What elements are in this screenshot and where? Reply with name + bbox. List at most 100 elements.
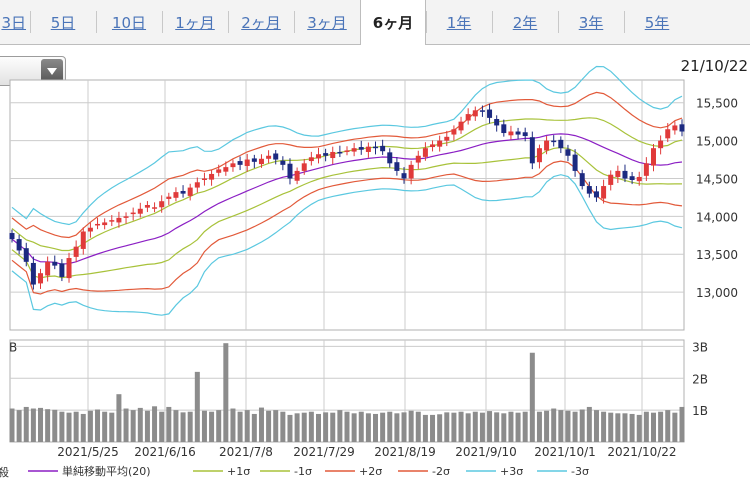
volume-tick-label: 2B	[692, 372, 708, 386]
volume-bar	[358, 411, 364, 442]
tab-1-month[interactable]: 1ヶ月	[162, 0, 228, 44]
volume-bar	[244, 410, 250, 442]
volume-bar	[487, 411, 493, 442]
candle-body	[579, 173, 585, 187]
candle-body	[273, 153, 279, 160]
volume-bar	[273, 410, 279, 442]
volume-bar	[629, 413, 635, 442]
volume-bar	[344, 411, 350, 442]
candle-body	[194, 182, 200, 188]
x-tick-label: 2021/6/16	[134, 445, 196, 459]
volume-bar	[16, 410, 22, 442]
candle-body	[430, 144, 436, 148]
volume-bar	[216, 410, 222, 442]
volume-bar	[9, 408, 15, 442]
volume-bar	[437, 414, 443, 442]
volume-bar	[95, 409, 101, 442]
candle-body	[337, 151, 343, 154]
volume-bar	[66, 412, 72, 442]
volume-bar	[650, 412, 656, 442]
tab-2-years[interactable]: 2年	[492, 0, 558, 44]
candle-body	[201, 178, 207, 180]
volume-bar	[551, 408, 557, 442]
volume-bar	[458, 411, 464, 442]
candle-body	[216, 169, 222, 173]
legend-label: -1σ	[294, 465, 312, 478]
candle-body	[230, 163, 236, 168]
volume-bar	[266, 410, 272, 442]
candle-body	[373, 146, 379, 149]
candle-body	[487, 109, 493, 118]
candle-body	[80, 231, 86, 249]
volume-bar	[194, 371, 200, 442]
candle-body	[102, 222, 108, 226]
volume-bar	[586, 406, 592, 442]
x-tick-label: 2021/7/29	[293, 445, 355, 459]
candle-body	[536, 148, 542, 163]
tab-5-years[interactable]: 5年	[624, 0, 690, 44]
volume-bar	[230, 408, 236, 442]
volume-bar	[479, 412, 485, 442]
volume-bar	[536, 411, 542, 442]
candle-body	[130, 212, 136, 215]
volume-bar	[501, 413, 507, 442]
price-plot-area	[9, 79, 685, 331]
candle-body	[187, 187, 193, 196]
tab-1-year[interactable]: 1年	[426, 0, 492, 44]
candle-body	[166, 196, 172, 199]
volume-bar	[308, 411, 314, 442]
candle-body	[608, 174, 614, 185]
tab-3-months[interactable]: 3ヶ月	[294, 0, 360, 44]
y-tick-label: 14,000	[696, 210, 738, 224]
tab-5-days[interactable]: 5日	[30, 0, 96, 44]
legend-label: +2σ	[359, 465, 382, 478]
candle-body	[451, 129, 457, 135]
volume-bar	[558, 410, 564, 442]
candle-body	[522, 132, 528, 137]
volume-bar	[643, 411, 649, 442]
tab-3-years[interactable]: 3年	[558, 0, 624, 44]
volume-bar	[201, 410, 207, 442]
volume-bar	[408, 410, 414, 442]
candle-body	[152, 207, 158, 209]
tab-2-months[interactable]: 2ヶ月	[228, 0, 294, 44]
candle-body	[351, 148, 357, 152]
volume-bar	[494, 412, 500, 442]
volume-bar	[280, 411, 286, 442]
candle-body	[558, 139, 564, 149]
candle-body	[116, 217, 122, 223]
candle-body	[45, 261, 51, 276]
volume-bar	[180, 412, 186, 442]
volume-bar	[73, 411, 79, 442]
volume-bar	[159, 411, 165, 442]
volume-bar	[679, 406, 685, 442]
volume-bar	[672, 412, 678, 442]
volume-bar	[173, 410, 179, 442]
candle-body	[643, 163, 649, 176]
candle-body	[209, 173, 215, 180]
legend-label: +1σ	[227, 465, 250, 478]
band-plus-2-sigma	[11, 91, 683, 239]
candle-body	[401, 173, 407, 179]
volume-bar	[130, 410, 136, 442]
x-tick-label: 2021/5/25	[57, 445, 119, 459]
candle-body	[529, 137, 535, 164]
volume-bar	[258, 407, 264, 442]
candle-body	[251, 158, 257, 162]
y-tick-label: 13,500	[696, 248, 738, 262]
x-tick-label: 2021/8/19	[374, 445, 436, 459]
volume-bar	[301, 412, 307, 442]
legend-label: -3σ	[571, 465, 589, 478]
candle-body	[465, 114, 471, 121]
tab-3-days[interactable]: 3日	[1, 13, 26, 32]
tab-6-months[interactable]: 6ヶ月	[360, 0, 426, 45]
y-tick-label: 13,000	[696, 286, 738, 300]
volume-bar	[45, 409, 51, 442]
candle-body	[665, 129, 671, 139]
tab-10-days[interactable]: 10日	[96, 0, 162, 44]
candle-body	[123, 216, 129, 218]
candle-body	[479, 110, 485, 112]
volume-bar	[665, 410, 671, 442]
candle-body	[23, 248, 29, 262]
